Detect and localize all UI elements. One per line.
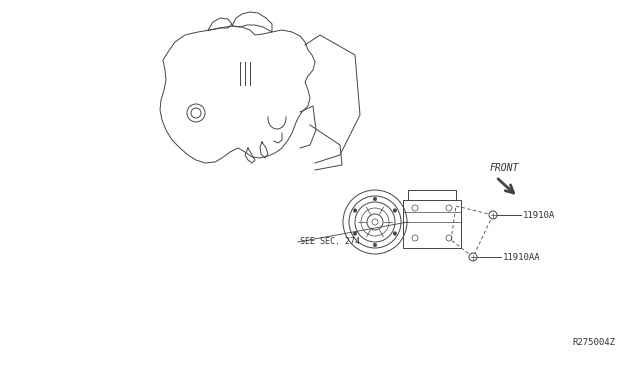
Circle shape <box>469 253 477 261</box>
Circle shape <box>393 232 397 235</box>
Text: 11910AA: 11910AA <box>503 253 541 262</box>
Circle shape <box>353 209 357 212</box>
Circle shape <box>353 232 357 235</box>
Circle shape <box>393 209 397 212</box>
Text: R275004Z: R275004Z <box>572 338 615 347</box>
Text: FRONT: FRONT <box>490 163 520 173</box>
Text: 11910A: 11910A <box>523 211 556 219</box>
Circle shape <box>489 211 497 219</box>
Circle shape <box>373 197 377 201</box>
Circle shape <box>373 243 377 247</box>
Text: SEE SEC. 274: SEE SEC. 274 <box>300 237 360 247</box>
